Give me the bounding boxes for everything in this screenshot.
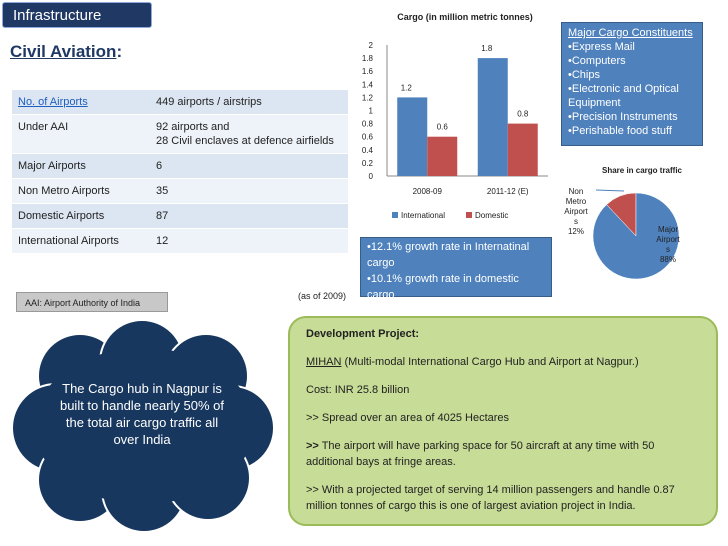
dev-title: Development Project:	[306, 328, 420, 340]
growth-international: •12.1% growth rate in Internatinal cargo	[367, 241, 530, 269]
pie-label-line: s	[666, 245, 670, 254]
mihan-link[interactable]: MIHAN	[306, 356, 342, 368]
table-cell: 6	[150, 153, 348, 179]
table-row: Under AAI 92 airports and 28 Civil enclav…	[12, 114, 348, 154]
y-tick-label: 1	[369, 107, 374, 116]
bar-domestic-2011-12 (E)	[507, 123, 538, 176]
table-cell: 35	[150, 178, 348, 204]
dev-mihan: MIHAN (Multi-modal International Cargo H…	[306, 354, 700, 370]
pie-label-line: Metro	[566, 197, 587, 206]
dev-spread: >> Spread over an area of 4025 Hectares	[306, 412, 510, 424]
dev-parking: >> The airport will have parking space f…	[306, 438, 700, 470]
table-row: Major Airports 6	[12, 153, 348, 179]
y-tick-label: 0.6	[362, 133, 374, 142]
pie-label-line: Major	[658, 225, 678, 234]
table-cell: 12	[150, 228, 348, 254]
table-row: Non Metro Airports 35	[12, 178, 348, 204]
table-row: International Airports 12	[12, 228, 348, 254]
section-title-colon: :	[116, 42, 123, 61]
table-cell: Domestic Airports	[12, 203, 150, 229]
page-header-tab: Infrastructure	[2, 2, 152, 28]
bar-value-label: 1.8	[481, 44, 493, 53]
legend-swatch-domestic	[466, 212, 472, 218]
table-cell: 449 airports / airstrips	[150, 90, 348, 115]
constituent-item: •Computers	[568, 55, 626, 67]
pie-label-line: s	[574, 217, 578, 226]
y-tick-label: 2	[369, 41, 374, 50]
development-project-box: Development Project: MIHAN (Multi-modal …	[288, 316, 718, 526]
pie-label-line: Airport	[564, 207, 588, 216]
airports-table: No. of Airports 449 airports / airstrips…	[12, 90, 348, 254]
pie-label-line: 12%	[568, 227, 584, 236]
bar-international-2008-09	[397, 97, 428, 176]
bar-group: 1.2 0.6 1.8 0.8	[397, 44, 538, 176]
pie-label-line: 88%	[660, 255, 676, 264]
as-of-note: (as of 2009)	[298, 291, 347, 301]
nagpur-cargo-hub-cloud	[11, 319, 275, 533]
table-cell-line: 28 Civil enclaves at defence airfields	[156, 135, 334, 147]
table-cell: Non Metro Airports	[12, 178, 150, 204]
cargo-bar-chart: Cargo (in million metric tonnes) 0 0.2 0.4…	[362, 12, 548, 220]
cargo-share-pie-chart: Share in cargo traffic MajorAirports88%N…	[564, 166, 683, 280]
table-cell: Under AAI	[12, 114, 150, 154]
constituent-item: •Precision Instruments	[568, 111, 678, 123]
legend-label-international: International	[401, 211, 445, 220]
y-tick-label: 1.6	[362, 67, 374, 76]
pie-title: Share in cargo traffic	[602, 166, 683, 175]
y-tick-label: 1.8	[362, 54, 374, 63]
table-cell: International Airports	[12, 228, 150, 254]
constituent-item: •Perishable food stuff	[568, 125, 672, 137]
table-row: No. of Airports 449 airports / airstrips	[12, 90, 348, 115]
bar-value-label: 0.8	[517, 110, 529, 119]
pie-slice-major-airports	[592, 192, 680, 280]
y-tick-label: 0.4	[362, 146, 374, 155]
constituent-item: •Express Mail	[568, 41, 635, 53]
dev-target: >> With a projected target of serving 14…	[306, 484, 675, 512]
table-cell: Major Airports	[12, 153, 150, 179]
y-tick-label: 1.4	[362, 80, 374, 89]
y-tick-group: 0 0.2 0.4 0.6 0.8 1 1.2 1.4 1.6 1.8 2	[362, 41, 374, 181]
bar-value-label: 0.6	[437, 123, 449, 132]
section-title-text: Civil Aviation	[10, 42, 117, 61]
y-tick-label: 0.8	[362, 120, 374, 129]
y-tick-label: 0	[369, 172, 374, 181]
chart-title: Cargo (in million metric tonnes)	[397, 12, 533, 22]
x-label-group: 2008-09 2011-12 (E)	[413, 187, 529, 196]
bar-international-2011-12 (E)	[477, 58, 508, 176]
dev-parking-prefix: >>	[306, 440, 319, 452]
constituent-item: •Chips	[568, 69, 600, 81]
constituents-title: Major Cargo Constituents	[568, 27, 693, 39]
table-cell: 92 airports and 28 Civil enclaves at defe…	[150, 114, 348, 154]
growth-rate-box: •12.1% growth rate in Internatinal cargo…	[360, 237, 552, 301]
legend-label-domestic: Domestic	[475, 211, 508, 220]
pie-leader-line	[595, 189, 625, 192]
legend-swatch-international	[392, 212, 398, 218]
airports-count-link[interactable]: No. of Airports	[18, 96, 88, 108]
table-cell: 87	[150, 203, 348, 229]
cargo-constituents-box: Major Cargo Constituents •Express Mail •…	[561, 22, 703, 146]
section-title: Civil Aviation:	[10, 42, 122, 62]
pie-label-line: Airport	[656, 235, 680, 244]
dev-mihan-rest: (Multi-modal International Cargo Hub and…	[341, 356, 639, 368]
y-tick-label: 1.2	[362, 93, 374, 102]
bar-value-label: 1.2	[401, 83, 413, 92]
table-cell-line: 92 airports and	[156, 121, 230, 133]
dev-parking-text: The airport will have parking space for …	[306, 440, 655, 468]
cloud-text: The Cargo hub in Nagpur is built to hand…	[59, 381, 225, 447]
aai-note: AAI: Airport Authority of India	[16, 292, 168, 312]
constituent-item: •Electronic and Optical Equipment	[568, 83, 679, 109]
table-row: Domestic Airports 87	[12, 203, 348, 229]
x-tick-label: 2011-12 (E)	[487, 187, 529, 196]
bar-domestic-2008-09	[427, 136, 458, 176]
dev-cost: Cost: INR 25.8 billion	[306, 384, 410, 396]
chart-legend: International Domestic	[392, 211, 508, 220]
pie-label-line: Non	[569, 187, 584, 196]
growth-domestic: •10.1% growth rate in domestic cargo	[367, 273, 519, 301]
y-tick-label: 0.2	[362, 159, 374, 168]
x-tick-label: 2008-09	[413, 187, 443, 196]
pie-slice-group	[592, 192, 680, 280]
